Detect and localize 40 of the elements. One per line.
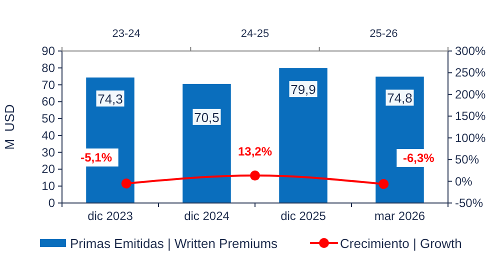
legend-label: Primas Emitidas | Written Premiums: [70, 236, 278, 251]
y-tick-label: 90: [42, 44, 56, 58]
y-tick-label: 200%: [455, 87, 486, 102]
x-tick-label: 23-24: [112, 28, 140, 40]
data-label: 13,2%: [238, 144, 272, 159]
x-tick-label: 24-25: [240, 28, 270, 40]
point: [250, 170, 260, 181]
bar: [279, 68, 328, 203]
y-tick-label: 100%: [455, 130, 486, 145]
y-tick-label: -50%: [455, 196, 484, 210]
x-tick-label: dic 2024: [184, 209, 230, 223]
point: [121, 178, 132, 188]
y-tick-label: 50%: [455, 152, 480, 167]
data-label: 74,3: [98, 92, 123, 107]
y-tick-label: 150%: [455, 109, 486, 124]
data-label: 70,5: [194, 110, 220, 125]
y-tick-label: 60: [42, 94, 56, 109]
data-label: -5,1%: [80, 150, 112, 164]
y-tick-label: 20: [42, 162, 56, 176]
y-tick-label: 30: [42, 145, 56, 160]
x-tick-label: dic 2023: [88, 209, 134, 223]
point: [378, 179, 389, 190]
y-tick-label: 80: [42, 60, 56, 75]
data-label: -6,3%: [402, 151, 435, 166]
x-tick-label: mar 2026: [374, 209, 426, 223]
y-tick-label: 0: [48, 196, 56, 210]
y-tick-label: 40: [42, 128, 56, 142]
y-tick-label: 50: [42, 112, 56, 126]
x-tick-label: dic 2025: [280, 209, 326, 223]
y-tick-label: 10: [42, 179, 56, 194]
bar: [182, 84, 231, 203]
data-label: 79,9: [290, 82, 316, 98]
legend-label: Crecimiento | Growth: [340, 236, 462, 251]
x-tick-label: 25-26: [370, 28, 398, 40]
y-tick-label: 70: [42, 78, 56, 92]
y-tick-label: 300%: [455, 44, 486, 58]
y-axis-title: M USD: [2, 104, 17, 150]
y-tick-label: 250%: [455, 66, 486, 80]
y-tick-label: 0%: [455, 174, 473, 188]
data-label: 74,8: [387, 90, 412, 106]
